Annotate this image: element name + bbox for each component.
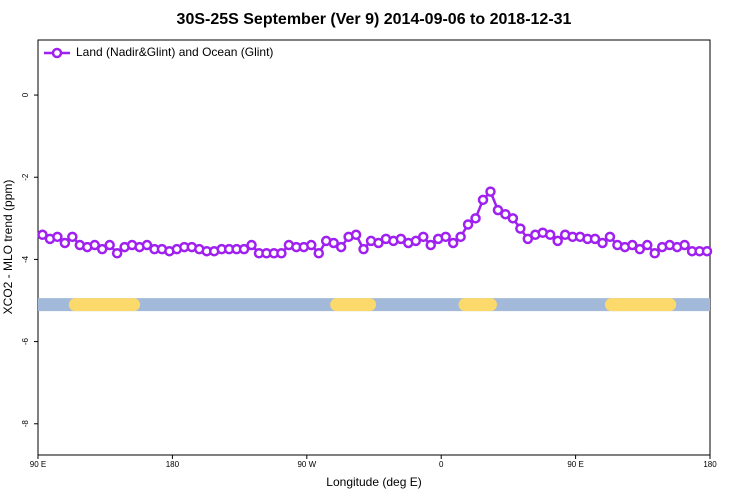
data-point — [627, 239, 638, 251]
data-point — [111, 248, 123, 259]
data-point — [552, 235, 563, 247]
data-point — [328, 237, 339, 249]
data-point — [67, 231, 78, 243]
data-point — [701, 245, 713, 257]
x-tick-label: 90 E — [567, 460, 583, 469]
data-point — [500, 208, 511, 220]
data-point — [440, 231, 451, 243]
data-point — [455, 231, 466, 243]
data-point — [358, 243, 369, 255]
data-point — [96, 243, 108, 255]
data-point — [462, 219, 474, 230]
data-point — [395, 233, 407, 245]
y-tick-label: -6 — [21, 337, 30, 345]
data-point — [470, 213, 481, 224]
legend-marker — [51, 47, 63, 59]
data-point — [589, 233, 601, 245]
data-point — [59, 237, 71, 249]
y-tick-label: -8 — [21, 420, 30, 428]
y-tick-label: -2 — [21, 173, 30, 181]
chart-title: 30S-25S September (Ver 9) 2014-09-06 to … — [177, 11, 572, 28]
data-point — [246, 239, 257, 251]
x-tick-label: 90 W — [297, 460, 316, 469]
y-tick-label: -4 — [21, 255, 30, 263]
x-tick-label: 180 — [166, 460, 180, 469]
data-point — [425, 239, 436, 251]
data-point — [649, 248, 660, 259]
data-point — [104, 239, 115, 251]
data-point — [410, 235, 422, 247]
data-point — [597, 237, 608, 249]
data-point — [642, 239, 653, 251]
legend-label: Land (Nadir&Glint) and Ocean (Glint) — [76, 45, 273, 59]
x-tick-label: 0 — [439, 460, 444, 469]
data-point — [313, 248, 324, 259]
data-point — [477, 194, 489, 206]
data-point — [634, 243, 646, 255]
x-tick-label: 180 — [703, 460, 717, 469]
x-tick-label: 90 E — [30, 460, 46, 469]
data-point — [544, 229, 556, 241]
data-point — [238, 243, 250, 255]
data-point — [373, 237, 384, 249]
data-point — [89, 239, 100, 251]
y-tick-label: 0 — [21, 92, 30, 97]
data-point — [52, 231, 63, 243]
data-point — [37, 229, 48, 241]
data-point — [515, 223, 526, 234]
data-point — [276, 248, 287, 259]
data-point — [335, 241, 347, 253]
data-point — [679, 239, 690, 251]
x-axis-label: Longitude (deg E) — [326, 475, 421, 489]
data-point — [485, 186, 496, 197]
data-point — [306, 239, 317, 251]
data-point — [350, 229, 362, 241]
data-point — [447, 237, 459, 249]
data-point — [492, 204, 504, 216]
y-axis-label: XCO2 - MLO trend (ppm) — [1, 180, 15, 315]
data-point — [418, 231, 429, 243]
data-point — [141, 239, 153, 251]
data-point — [507, 213, 519, 224]
data-point — [604, 231, 616, 243]
data-point — [522, 233, 534, 245]
